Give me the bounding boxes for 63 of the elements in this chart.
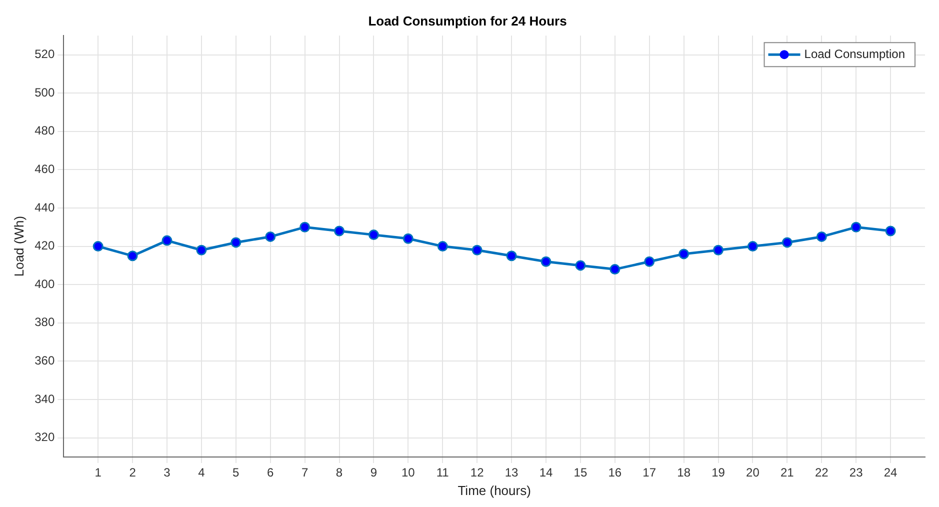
x-tick-label: 17 [642,466,656,480]
x-tick-label: 5 [232,466,240,480]
y-tick-label: 320 [34,430,55,444]
legend-label: Load Consumption [804,46,905,61]
point [230,237,242,248]
x-tick-label: 18 [677,466,691,480]
x-tick-label: 21 [780,466,794,480]
x-tick-label: 24 [884,466,898,480]
y-tick-label: 340 [34,392,55,406]
y-axis-title: Load (Wh) [11,216,26,277]
point [575,260,586,271]
x-tick-label: 16 [608,466,622,480]
point [506,250,517,262]
x-tick-label: 14 [539,466,553,480]
point [610,264,620,275]
x-tick-label: 23 [849,466,864,480]
point [334,226,345,236]
point [402,233,414,244]
x-tick-label: 11 [436,466,450,480]
point [368,230,379,240]
x-tick-label: 3 [164,466,171,480]
x-tick-label: 19 [712,466,726,480]
x-tick-label: 8 [336,466,343,480]
point [265,231,276,242]
point [782,237,792,248]
point [816,231,827,242]
x-tick-label: 15 [574,466,588,480]
x-tick-label: 9 [370,466,378,480]
point [540,256,552,267]
x-tick-label: 10 [401,466,416,480]
x-tick-label: 22 [814,466,829,480]
y-tick-label: 500 [34,85,55,100]
point [162,235,172,246]
x-tick-label: 7 [301,466,308,480]
y-tick-label: 480 [34,124,55,138]
point [747,241,758,252]
point [678,248,690,260]
y-tick-label: 360 [34,354,55,368]
y-tick-label: 400 [34,276,55,291]
y-tick-label: 420 [34,238,55,253]
y-tick-label: 380 [34,315,55,330]
x-tick-label: 20 [746,466,760,480]
point [850,222,862,232]
x-tick-label: 4 [198,466,206,480]
point [92,241,104,252]
point [127,250,138,262]
point [713,244,724,256]
y-tick-label: 520 [34,47,55,62]
x-tick-label: 13 [504,466,519,480]
point [300,222,310,232]
point [644,256,655,267]
point [196,244,207,256]
x-tick-label: 6 [267,466,274,480]
y-tick-label: 460 [34,162,55,176]
y-tick-label: 440 [34,200,55,214]
point [472,244,482,256]
x-tick-label: 1 [94,466,102,480]
chart-title: Load Consumption for 24 Hours [368,13,567,28]
x-axis-title: Time (hours) [458,482,531,498]
x-tick-label: 12 [470,466,484,480]
point [885,226,896,236]
x-tick-label: 2 [129,466,136,480]
point [437,241,448,252]
